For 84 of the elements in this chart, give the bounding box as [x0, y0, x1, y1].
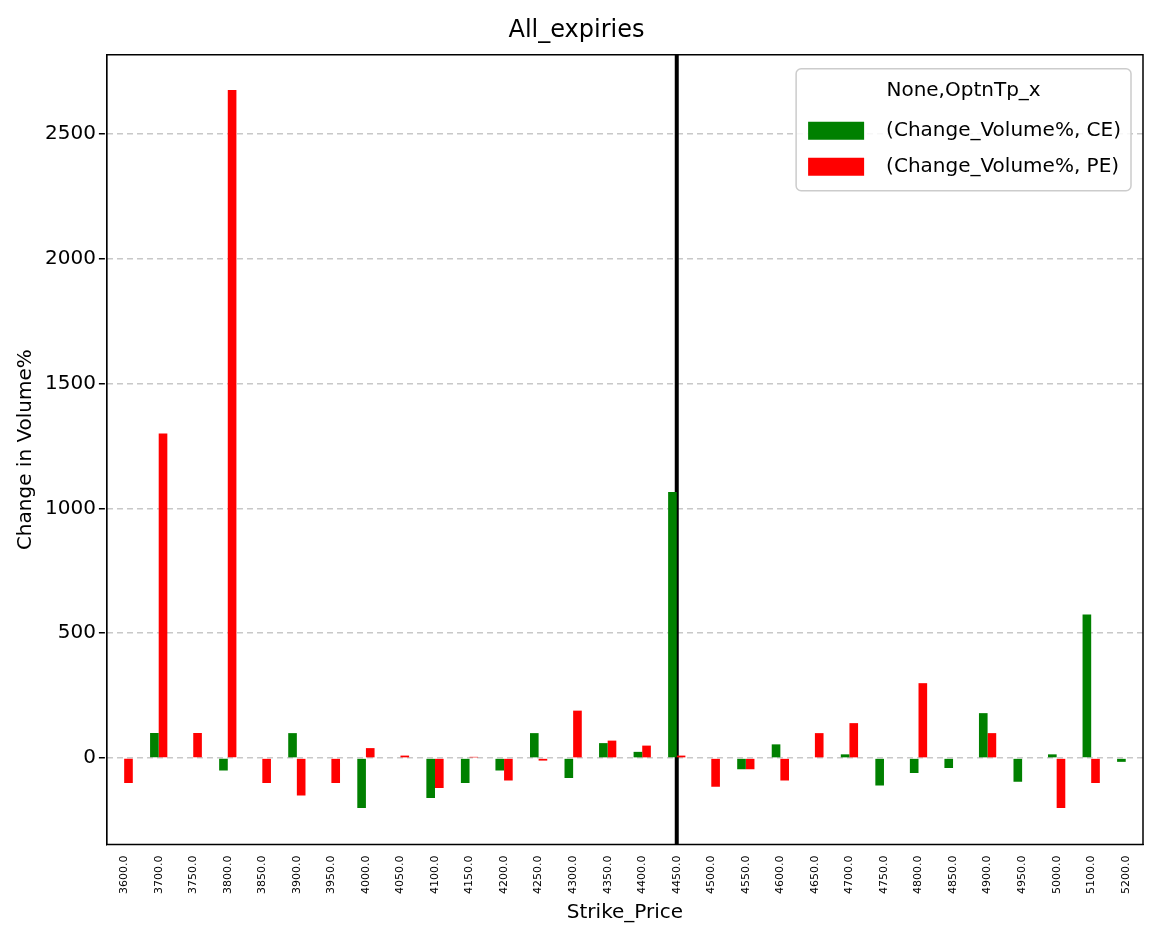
bar	[978, 713, 988, 758]
bar	[124, 758, 133, 784]
x-tick-label: 4150.0	[462, 855, 476, 895]
bar	[426, 758, 435, 799]
bar	[780, 758, 789, 781]
bar	[193, 733, 202, 758]
x-tick-label: 4950.0	[1014, 855, 1028, 895]
legend-label: (Change_Volume%, CE)	[886, 117, 1122, 141]
bar	[357, 758, 366, 809]
x-tick-label: 3700.0	[151, 855, 165, 895]
legend-label: (Change_Volume%, PE)	[886, 153, 1120, 177]
bar	[564, 758, 574, 779]
bar	[529, 733, 539, 758]
x-tick-label: 4750.0	[876, 855, 890, 895]
bar	[1056, 758, 1066, 809]
x-tick-label: 3900.0	[289, 855, 303, 895]
x-tick-label: 3750.0	[186, 855, 200, 895]
bar	[909, 758, 919, 774]
bar	[1048, 754, 1057, 758]
x-tick-label: 4900.0	[980, 855, 994, 895]
x-tick-label: 5200.0	[1118, 855, 1132, 895]
x-tick-label: 4200.0	[496, 855, 510, 895]
x-tick-label: 4400.0	[635, 855, 649, 895]
bar	[1082, 614, 1092, 758]
bar	[1013, 758, 1023, 782]
bar	[737, 758, 746, 770]
x-tick-label: 5100.0	[1084, 855, 1098, 895]
x-tick-label: 4000.0	[358, 855, 372, 895]
x-tick-label: 4500.0	[704, 855, 718, 895]
bar	[227, 90, 237, 758]
bar	[296, 758, 306, 796]
bar	[219, 758, 228, 771]
bar	[918, 683, 928, 758]
x-tick-label: 4450.0	[669, 855, 683, 895]
bar	[504, 758, 513, 781]
x-tick-label: 4250.0	[531, 855, 545, 895]
x-tick-label: 4050.0	[393, 855, 407, 895]
y-tick-label: 2500	[44, 119, 96, 144]
x-tick-label: 4100.0	[427, 855, 441, 895]
bar	[150, 733, 159, 758]
x-tick-label: 4350.0	[600, 855, 614, 895]
legend-title: None,OptnTp_x	[886, 77, 1041, 101]
x-tick-label: 3800.0	[220, 855, 234, 895]
bar	[573, 710, 582, 758]
bar	[944, 758, 954, 769]
bar	[771, 744, 781, 758]
bar	[840, 754, 850, 758]
x-tick-label: 5000.0	[1049, 855, 1063, 895]
x-axis-title: Strike_Price	[566, 899, 684, 924]
x-tick-label: 4700.0	[842, 855, 856, 895]
bar	[460, 758, 470, 784]
bar	[365, 748, 375, 758]
chart-title: All_expiries	[508, 14, 645, 43]
x-tick-label: 4850.0	[945, 855, 959, 895]
bar	[987, 733, 997, 758]
x-tick-label: 3600.0	[117, 855, 131, 895]
y-tick-label: 1500	[44, 369, 96, 394]
bar	[288, 733, 297, 758]
bar	[599, 743, 608, 758]
x-tick-label: 4550.0	[738, 855, 752, 895]
bar	[262, 758, 271, 784]
bar	[849, 723, 859, 758]
bar	[435, 758, 444, 789]
bar	[711, 758, 720, 787]
bar	[495, 758, 505, 771]
x-tick-label: 3850.0	[255, 855, 269, 895]
bar	[1117, 758, 1126, 762]
y-tick-label: 500	[57, 619, 96, 644]
y-tick-label: 2000	[44, 244, 96, 269]
x-tick-label: 4300.0	[566, 855, 579, 895]
y-tick-label: 0	[83, 744, 96, 769]
bar	[642, 745, 651, 758]
y-axis-title: Change in Volume%	[12, 349, 37, 551]
y-tick-label: 1000	[44, 494, 96, 519]
bar	[668, 492, 677, 758]
x-tick-label: 4650.0	[807, 855, 821, 895]
x-tick-label: 3950.0	[324, 855, 338, 895]
x-tick-label: 4600.0	[773, 855, 787, 895]
bar	[875, 758, 884, 786]
bar	[331, 758, 341, 784]
x-tick-label: 4800.0	[911, 855, 925, 895]
bar	[1091, 758, 1100, 784]
bar	[814, 733, 824, 758]
bar	[158, 433, 168, 758]
